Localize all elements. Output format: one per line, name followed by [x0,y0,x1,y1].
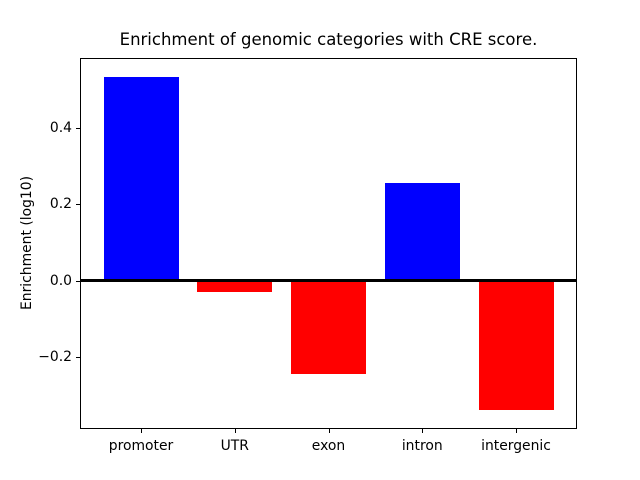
y-tick-label: 0.0 [49,272,72,289]
plot-area [80,58,577,429]
y-tick-mark [76,357,80,359]
y-tick-label: 0.4 [49,120,72,137]
x-tick-mark [234,429,236,433]
y-tick-mark [76,280,80,282]
x-tick-label-promoter: promoter [108,438,174,454]
y-tick-label: −0.2 [38,349,72,366]
y-tick-label: 0.2 [49,196,72,213]
x-tick-mark [328,429,330,433]
y-tick-mark [76,128,80,130]
bar-intron [384,183,460,281]
x-tick-label-intergenic: intergenic [481,438,551,454]
y-tick-mark [76,204,80,206]
zero-baseline [81,279,576,283]
x-tick-mark [422,429,424,433]
x-tick-label-intron: intron [401,438,443,454]
bar-intergenic [478,280,554,411]
x-tick-mark [516,429,517,433]
bar-UTR [197,280,273,293]
bar-exon [291,280,366,375]
chart-title: Enrichment of genomic categories with CR… [119,30,538,49]
x-tick-mark [141,429,142,433]
x-tick-label-exon: exon [311,438,346,454]
bar-promoter [103,76,179,281]
x-tick-label-UTR: UTR [220,438,249,454]
